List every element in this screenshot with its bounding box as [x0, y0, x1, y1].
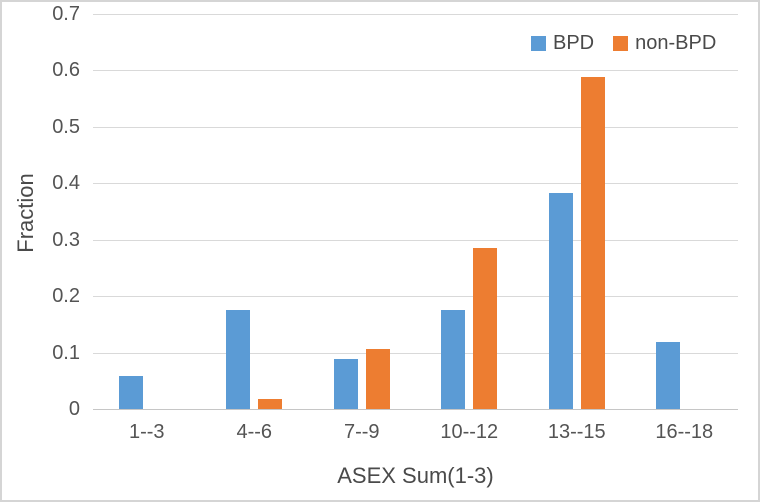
legend: BPD non-BPD	[531, 32, 716, 55]
bar-BPD-13--15	[548, 193, 573, 409]
gridline	[93, 183, 738, 185]
gridline	[93, 352, 738, 354]
x-tick-label: 7--9	[343, 421, 380, 443]
bar-BPD-16--18	[656, 342, 681, 409]
y-tick-label: 0	[68, 398, 80, 420]
bar-non-BPD-4--6	[258, 398, 283, 409]
x-tick-label: 16--18	[655, 421, 714, 443]
legend-item-BPD: BPD	[531, 32, 594, 55]
gridline	[93, 70, 738, 72]
bar-BPD-4--6	[226, 309, 251, 409]
bar-non-BPD-13--15	[580, 76, 605, 409]
gridline	[93, 126, 738, 128]
y-tick-label: 0.6	[52, 59, 80, 82]
bar-non-BPD-10--12	[473, 247, 498, 409]
legend-label: non-BPD	[635, 32, 717, 54]
bar-BPD-7--9	[333, 359, 358, 409]
bar-BPD-10--12	[441, 309, 466, 409]
gridline	[93, 296, 738, 298]
y-tick-label: 0.3	[52, 228, 80, 251]
x-tick-label: 10--12	[440, 421, 499, 443]
y-tick-label: 0.5	[52, 115, 80, 138]
legend-swatch-icon	[531, 36, 546, 51]
y-tick-label: 0.2	[52, 285, 80, 308]
x-axis-line	[93, 409, 738, 410]
legend-item-non-BPD: non-BPD	[613, 32, 716, 55]
legend-swatch-icon	[613, 36, 629, 51]
x-tick-label: 4--6	[236, 421, 273, 443]
y-tick-label: 0.4	[52, 172, 80, 195]
gridline	[93, 239, 738, 241]
y-axis-tick-labels: 0 0.1 0.2 0.3 0.4 0.5 0.6 0.7	[2, 3, 80, 420]
x-tick-label: 1--3	[128, 421, 165, 443]
plot-area	[93, 14, 738, 410]
legend-label: BPD	[553, 32, 595, 54]
gridline	[93, 14, 738, 15]
bar-non-BPD-7--9	[365, 348, 390, 409]
y-tick-label: 0.1	[52, 341, 80, 364]
x-axis-tick-labels: 1--3 4--6 7--9 10--12 13--15 16--18	[93, 421, 738, 447]
x-axis-title: ASEX Sum(1-3)	[337, 463, 494, 488]
x-tick-label: 13--15	[547, 421, 606, 443]
bar-BPD-1--3	[118, 375, 143, 409]
y-tick-label: 0.7	[52, 3, 80, 25]
